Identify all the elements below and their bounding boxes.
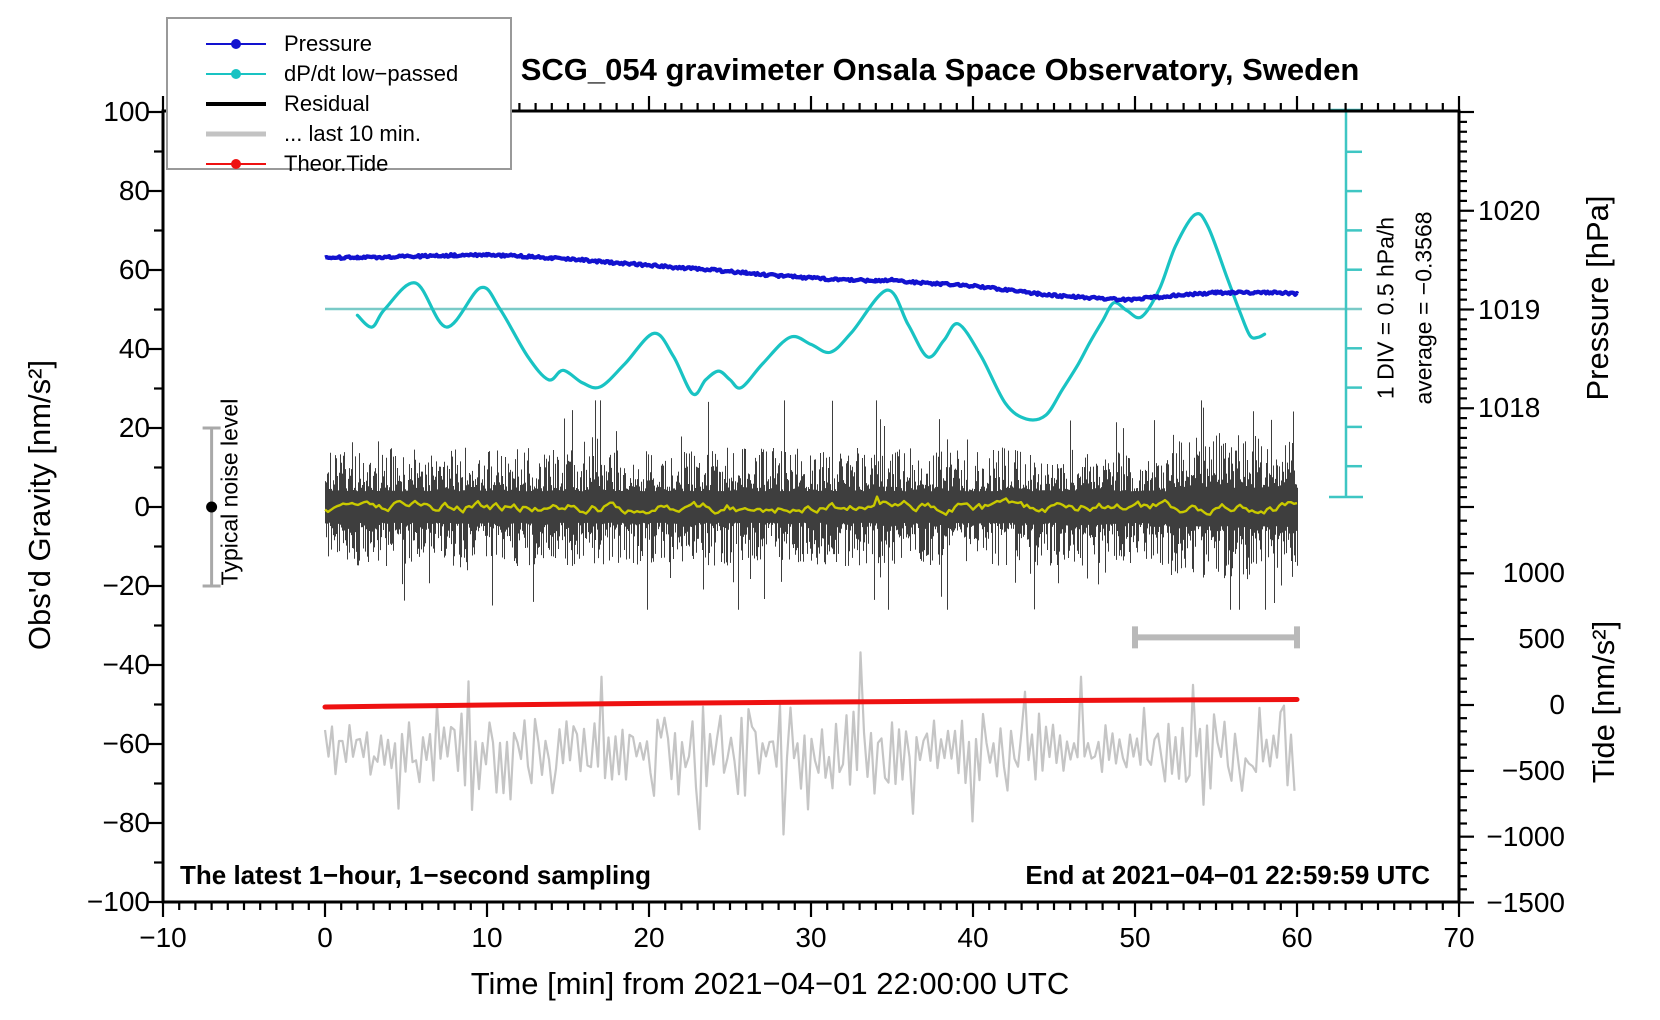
x-tick-label: 70 (1443, 922, 1475, 953)
gravity-tick-label: 100 (103, 96, 150, 127)
dpdt-line-icon (206, 69, 266, 79)
gravity-tick-label: −40 (102, 649, 151, 680)
legend-label: Residual (284, 91, 370, 116)
theor-tide-line-icon (206, 159, 266, 169)
gravity-tick-label: −100 (86, 886, 150, 917)
residual-line-icon (206, 102, 266, 106)
tide-tick-label: −500 (1501, 754, 1565, 786)
gravity-tick-label: 0 (134, 491, 150, 522)
legend-item-residual: Residual (168, 91, 510, 117)
tide-axis-title: Tide [nm/s²] (1586, 620, 1621, 784)
x-tick-label: 20 (633, 922, 665, 953)
legend-label: Pressure (284, 31, 373, 56)
gravity-tick-label: 40 (118, 333, 150, 364)
tide-tick-label: −1000 (1486, 820, 1565, 852)
x-tick-label: 60 (1281, 922, 1313, 953)
tide-tick-label: 500 (1518, 623, 1565, 655)
legend-label: Theor.Tide (284, 151, 389, 176)
legend-item-theor-tide: Theor.Tide (168, 151, 510, 177)
tide-tick-label: 1000 (1502, 557, 1565, 589)
legend-item-last10: ... last 10 min. (168, 121, 510, 147)
sampling-note: The latest 1−hour, 1−second sampling (180, 860, 652, 890)
pressure-tick-label: 1018 (1478, 392, 1541, 424)
pressure-line-icon (206, 39, 266, 49)
legend-item-pressure: Pressure (168, 31, 510, 57)
pressure-tick-label: 1020 (1478, 194, 1541, 226)
legend: Pressure dP/dt low−passed Residual ... l… (166, 17, 512, 176)
gravity-tick-label: 60 (118, 254, 150, 285)
legend-label: ... last 10 min. (284, 121, 421, 146)
pressure-axis-title: Pressure [hPa] (1580, 195, 1615, 401)
tide-tick-label: 0 (1549, 689, 1565, 720)
x-tick-label: 50 (1119, 922, 1151, 953)
x-tick-label: 40 (957, 922, 989, 953)
gravity-tick-label: −60 (102, 728, 151, 759)
x-tick-label: 10 (471, 922, 503, 953)
end-time-note: End at 2021−04−01 22:59:59 UTC (1025, 860, 1430, 890)
gravity-tick-label: 20 (118, 412, 150, 443)
legend-item-dpdt: dP/dt low−passed (168, 61, 510, 87)
noise-level-label: Typical noise level (216, 398, 243, 586)
gravity-tick-label: 80 (118, 175, 150, 206)
gravity-tick-label: −20 (102, 570, 151, 601)
x-axis-title: Time [min] from 2021−04−01 22:00:00 UTC (470, 966, 1070, 1001)
x-tick-label: 0 (317, 922, 333, 953)
gravity-axis-title: Obs'd Gravity [nm/s²] (22, 359, 57, 651)
pressure-tick-label: 1019 (1478, 293, 1541, 325)
ruler-div-label: 1 DIV = 0.5 hPa/h (1372, 216, 1399, 400)
x-tick-label: 30 (795, 922, 827, 953)
legend-label: dP/dt low−passed (284, 61, 459, 86)
page-title: SCG_054 gravimeter Onsala Space Observat… (520, 52, 1360, 87)
ruler-average-label: average = −0.3568 (1410, 211, 1437, 405)
x-tick-label: −10 (139, 922, 187, 953)
last10-line-icon (206, 131, 266, 137)
tide-tick-label: −1500 (1486, 886, 1565, 918)
gravity-tick-label: −80 (102, 807, 151, 838)
